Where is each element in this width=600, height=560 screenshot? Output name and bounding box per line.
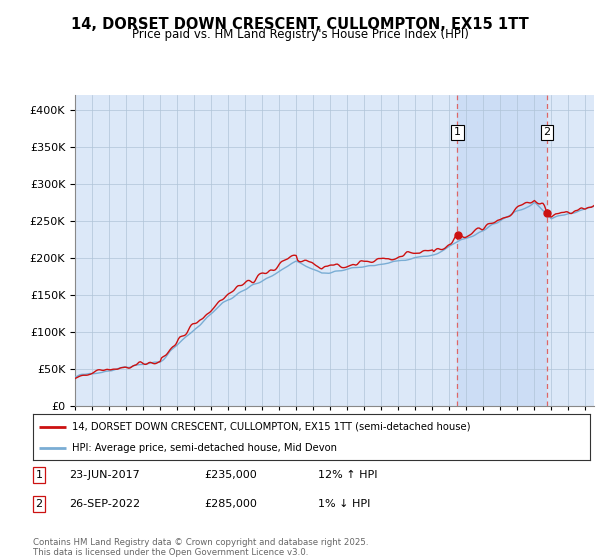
Text: 1: 1 — [454, 128, 461, 138]
Text: 1: 1 — [35, 470, 43, 480]
Text: 26-SEP-2022: 26-SEP-2022 — [69, 499, 140, 509]
Text: Price paid vs. HM Land Registry's House Price Index (HPI): Price paid vs. HM Land Registry's House … — [131, 28, 469, 41]
Text: 23-JUN-2017: 23-JUN-2017 — [69, 470, 140, 480]
Text: 1% ↓ HPI: 1% ↓ HPI — [318, 499, 370, 509]
Bar — [457, 95, 547, 406]
Text: 14, DORSET DOWN CRESCENT, CULLOMPTON, EX15 1TT: 14, DORSET DOWN CRESCENT, CULLOMPTON, EX… — [71, 17, 529, 32]
Text: 2: 2 — [544, 128, 551, 138]
Text: 12% ↑ HPI: 12% ↑ HPI — [318, 470, 377, 480]
Text: 14, DORSET DOWN CRESCENT, CULLOMPTON, EX15 1TT (semi-detached house): 14, DORSET DOWN CRESCENT, CULLOMPTON, EX… — [72, 422, 470, 432]
Text: £235,000: £235,000 — [204, 470, 257, 480]
Text: 2: 2 — [35, 499, 43, 509]
Text: £285,000: £285,000 — [204, 499, 257, 509]
Text: Contains HM Land Registry data © Crown copyright and database right 2025.
This d: Contains HM Land Registry data © Crown c… — [33, 538, 368, 557]
Text: HPI: Average price, semi-detached house, Mid Devon: HPI: Average price, semi-detached house,… — [72, 443, 337, 453]
